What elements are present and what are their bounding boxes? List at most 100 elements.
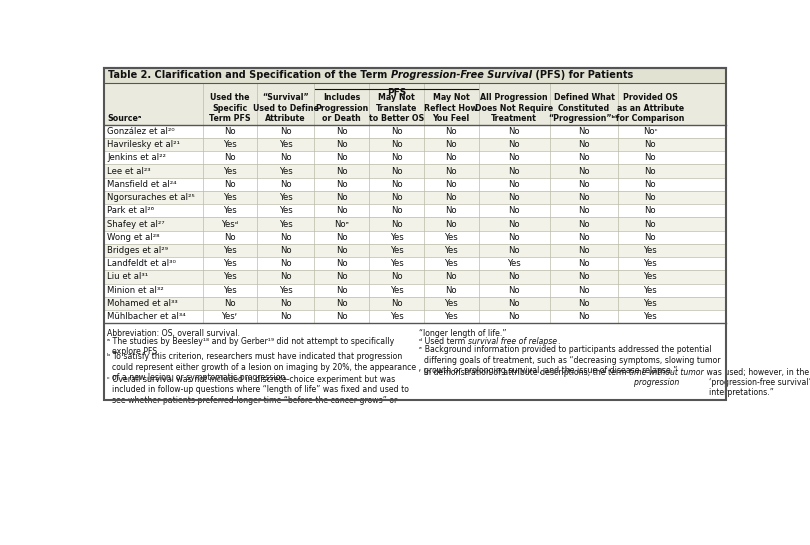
Text: No: No	[336, 246, 347, 255]
Text: No: No	[224, 233, 236, 242]
Text: Yes: Yes	[390, 246, 403, 255]
Text: No: No	[390, 153, 403, 162]
Text: Yes: Yes	[643, 259, 657, 268]
Text: No: No	[390, 140, 403, 149]
Text: Yes: Yes	[223, 246, 237, 255]
Text: No: No	[645, 180, 656, 189]
Text: No: No	[578, 206, 590, 215]
Text: No: No	[224, 180, 236, 189]
Bar	[104, 257, 726, 270]
Text: Defined What
Constituted
“Progression”ᵇᵇ: Defined What Constituted “Progression”ᵇᵇ	[548, 93, 620, 123]
Bar	[104, 68, 726, 400]
Text: Sourceᵃ: Sourceᵃ	[108, 114, 142, 123]
Text: No: No	[645, 220, 656, 228]
Text: ᵉ Background information provided to participants addressed the potential
  diff: ᵉ Background information provided to par…	[419, 345, 721, 375]
Bar	[104, 270, 726, 283]
Bar	[104, 178, 726, 191]
Text: No: No	[509, 180, 520, 189]
Text: Used the
Specific
Term PFS: Used the Specific Term PFS	[209, 93, 250, 123]
Text: No: No	[336, 153, 347, 162]
Text: Minion et al³²: Minion et al³²	[108, 286, 164, 295]
Text: No: No	[509, 312, 520, 321]
Text: Yes: Yes	[643, 312, 657, 321]
Text: time without tumor
  progression: time without tumor progression	[629, 368, 704, 387]
Text: No: No	[578, 312, 590, 321]
Text: No: No	[645, 153, 656, 162]
Text: Yes: Yes	[445, 259, 458, 268]
Text: No: No	[279, 127, 292, 136]
Text: Landfeldt et al³⁰: Landfeldt et al³⁰	[108, 259, 177, 268]
Text: Includes
Progression
or Death: Includes Progression or Death	[315, 93, 369, 123]
Text: Yes: Yes	[223, 193, 237, 202]
Text: Yes: Yes	[279, 167, 292, 175]
Text: Yesᶠ: Yesᶠ	[221, 312, 238, 321]
Text: Progression-Free Survival: Progression-Free Survival	[391, 70, 532, 81]
Text: No: No	[336, 312, 347, 321]
Text: No: No	[336, 180, 347, 189]
Text: No: No	[336, 127, 347, 136]
Text: Yes: Yes	[223, 286, 237, 295]
Text: No: No	[578, 233, 590, 242]
Bar	[104, 165, 726, 178]
Text: No: No	[446, 220, 457, 228]
Text: No: No	[509, 220, 520, 228]
Bar	[104, 204, 726, 217]
Text: ᶠ In demonstration of attribute descriptions, the term: ᶠ In demonstration of attribute descript…	[419, 368, 629, 377]
Bar	[104, 231, 726, 244]
Text: Park et al²⁶: Park et al²⁶	[108, 206, 155, 215]
Text: No: No	[336, 299, 347, 308]
Text: No: No	[509, 167, 520, 175]
Text: Yes: Yes	[643, 299, 657, 308]
Text: survival free of relapse: survival free of relapse	[467, 337, 556, 346]
Text: No: No	[578, 153, 590, 162]
Text: Yes: Yes	[279, 193, 292, 202]
Text: “longer length of life.”: “longer length of life.”	[419, 329, 506, 338]
Bar	[104, 68, 726, 83]
Text: Yes: Yes	[223, 140, 237, 149]
Text: Yes: Yes	[279, 206, 292, 215]
Text: No: No	[509, 140, 520, 149]
Text: Bridges et al²⁹: Bridges et al²⁹	[108, 246, 168, 255]
Text: No: No	[390, 167, 403, 175]
Text: No: No	[390, 299, 403, 308]
Text: No: No	[390, 206, 403, 215]
Text: No: No	[509, 193, 520, 202]
Text: Yes: Yes	[223, 272, 237, 282]
Text: PFS: PFS	[387, 88, 406, 98]
Text: No: No	[224, 299, 236, 308]
Bar	[104, 217, 726, 231]
Text: No: No	[279, 246, 292, 255]
Text: No: No	[279, 272, 292, 282]
Bar	[104, 283, 726, 297]
Bar	[104, 151, 726, 165]
Text: Yes: Yes	[390, 312, 403, 321]
Text: No: No	[336, 140, 347, 149]
Text: Yes: Yes	[279, 220, 292, 228]
Text: Yesᵈ: Yesᵈ	[221, 220, 238, 228]
Text: No: No	[446, 206, 457, 215]
Text: No: No	[279, 312, 292, 321]
Text: Mohamed et al³³: Mohamed et al³³	[108, 299, 178, 308]
Text: No: No	[279, 299, 292, 308]
Text: Shafey et al²⁷: Shafey et al²⁷	[108, 220, 165, 228]
Text: ᵃ The studies by Beesley¹⁸ and by Gerber¹⁹ did not attempt to specifically
  exp: ᵃ The studies by Beesley¹⁸ and by Gerber…	[108, 337, 394, 356]
Text: No: No	[336, 233, 347, 242]
Text: No: No	[224, 127, 236, 136]
Text: No: No	[645, 193, 656, 202]
Text: No: No	[578, 220, 590, 228]
Text: Yes: Yes	[279, 286, 292, 295]
Text: Mühlbacher et al³⁴: Mühlbacher et al³⁴	[108, 312, 186, 321]
Text: No: No	[645, 206, 656, 215]
Bar	[104, 297, 726, 310]
Text: Wong et al²⁸: Wong et al²⁸	[108, 233, 160, 242]
Text: No: No	[578, 299, 590, 308]
Text: No: No	[390, 272, 403, 282]
Text: Yes: Yes	[390, 286, 403, 295]
Text: ᶜ Overall survival was not included in discrete-choice experiment but was
  incl: ᶜ Overall survival was not included in d…	[108, 375, 409, 404]
Text: Yes: Yes	[390, 233, 403, 242]
Text: Noᵉ: Noᵉ	[335, 220, 349, 228]
Text: Yes: Yes	[445, 233, 458, 242]
Text: No: No	[509, 206, 520, 215]
Text: No: No	[279, 153, 292, 162]
Text: No: No	[279, 233, 292, 242]
